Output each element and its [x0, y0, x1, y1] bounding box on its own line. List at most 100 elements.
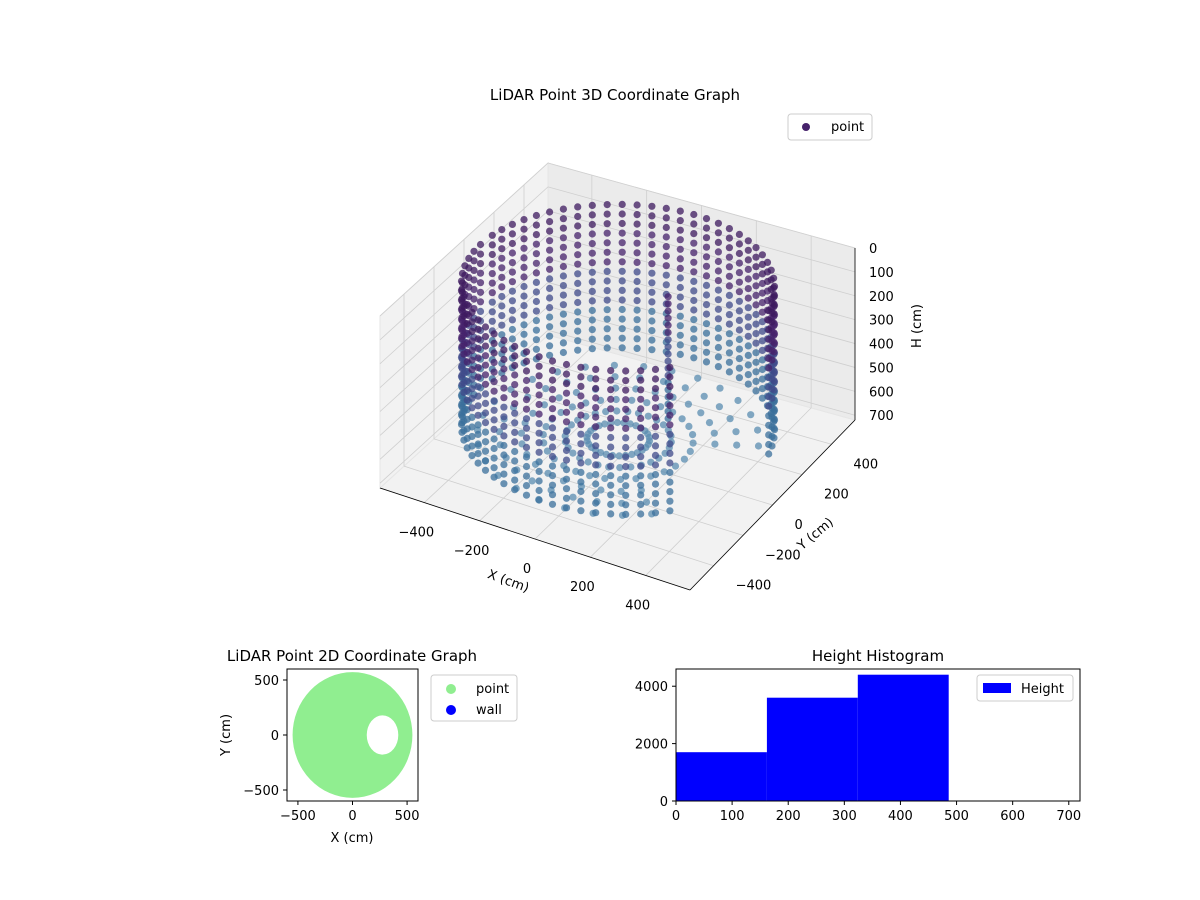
chart-3d-point [535, 448, 543, 456]
chart-3d-point [622, 377, 630, 385]
chart-3d-point [637, 395, 645, 403]
chart-3d-point [633, 230, 641, 238]
chart-3d-legend-label: point [831, 120, 864, 135]
chart-3d-point [592, 413, 600, 421]
chart-3d-point [752, 282, 760, 290]
chart-3d-point [528, 375, 537, 383]
chart-3d-point [520, 244, 528, 252]
chart-3d-point [535, 410, 543, 418]
chart-3d-point [662, 233, 670, 241]
chart-3d-point [490, 454, 498, 462]
chart-3d-point [754, 426, 762, 434]
chart-3d-y-tick-label: 0 [795, 518, 803, 533]
chart-2d-xlabel: X (cm) [331, 831, 374, 846]
chart-3d-point [744, 361, 752, 369]
chart-3d-point [690, 287, 698, 295]
chart-3d-point [559, 301, 568, 309]
chart-3d-point [651, 471, 660, 479]
chart-3d-point [592, 499, 600, 507]
chart-3d-point [520, 254, 528, 262]
chart-3d-point [562, 399, 571, 407]
chart-3d-point [481, 371, 490, 379]
chart-3d-point [476, 250, 485, 258]
chart-3d-point [508, 325, 516, 334]
chart-3d-point [522, 405, 531, 413]
chart-3d-point [664, 314, 672, 322]
chart-3d-point [633, 344, 641, 352]
chart-3d-point [676, 226, 684, 234]
chart-3d-point [481, 333, 490, 341]
chart-3d-point [532, 336, 541, 344]
chart-3d-point [765, 345, 773, 353]
chart-2d-legend-marker-wall [446, 705, 456, 715]
chart-3d-point [498, 283, 506, 291]
chart-3d-point [603, 306, 611, 314]
chart-3d-point [662, 271, 670, 279]
chart-3d-point [490, 416, 498, 424]
chart-3d-point [662, 223, 670, 232]
chart-3d-legend: point [787, 113, 873, 141]
chart-3d-point [735, 269, 744, 277]
chart-2d-y-tick-label: 0 [271, 729, 279, 744]
chart-3d-point [664, 343, 672, 351]
chart-3d-point [637, 472, 645, 480]
chart-3d-point [588, 268, 596, 276]
chart-3d-point [488, 298, 496, 306]
chart-3d-point [628, 396, 636, 404]
chart-3d-point [603, 277, 611, 285]
chart-3d-point [476, 298, 485, 306]
histogram-bar [676, 752, 767, 801]
chart-3d-point [546, 313, 554, 321]
chart-3d-point [588, 211, 596, 219]
chart-3d-point [574, 346, 582, 354]
histogram-bar [857, 674, 949, 801]
chart-3d-point [548, 414, 557, 422]
chart-3d-point [458, 269, 467, 277]
chart-3d-point [664, 336, 672, 344]
chart-3d-point [481, 409, 490, 417]
chart-3d-point [603, 220, 611, 228]
chart-3d-point [548, 500, 557, 508]
chart-3d-point [532, 221, 541, 229]
chart-3d-point [633, 335, 641, 343]
chart-3d-point [651, 509, 660, 517]
chart-3d-point [481, 390, 490, 398]
chart-3d-point [522, 482, 531, 490]
chart-3d-point [603, 315, 611, 323]
chart-3d-point [522, 376, 531, 385]
chart-3d-point [637, 510, 645, 518]
chart-3d-point [577, 430, 585, 438]
chart-3d-point [666, 411, 674, 419]
chart-3d-point [616, 464, 624, 472]
chart-3d-point [633, 325, 641, 333]
chart-3d-point [603, 325, 611, 333]
chart-3d-point [648, 288, 656, 296]
chart-3d-point [765, 402, 773, 410]
chart-3d-point [481, 352, 490, 360]
chart-3d-point [607, 472, 615, 480]
chart-3d-point [690, 316, 698, 324]
chart-3d-point [633, 277, 641, 286]
chart-3d-point [548, 472, 557, 480]
chart-3d-point [676, 236, 684, 244]
chart-3d-point [481, 447, 490, 455]
chart-3d-point [568, 403, 577, 411]
chart-3d-point [500, 422, 508, 430]
chart-3d-point [532, 326, 541, 334]
chart-3d-point [666, 392, 674, 400]
chart-3d-point [732, 428, 740, 436]
chart-3d-point [637, 386, 645, 394]
chart-3d-point [622, 491, 630, 499]
chart-3d-point [607, 481, 615, 489]
chart-3d-point [546, 246, 554, 254]
chart-3d-point [660, 468, 668, 476]
chart-3d-point [488, 231, 496, 239]
histogram-bar [766, 697, 858, 801]
chart-3d-point [725, 330, 734, 338]
chart-3d-point [511, 409, 519, 417]
chart-3d-point [542, 423, 550, 431]
chart-3d-point [690, 344, 698, 352]
chart-3d-point [474, 335, 482, 343]
chart-3d-point [702, 215, 711, 223]
